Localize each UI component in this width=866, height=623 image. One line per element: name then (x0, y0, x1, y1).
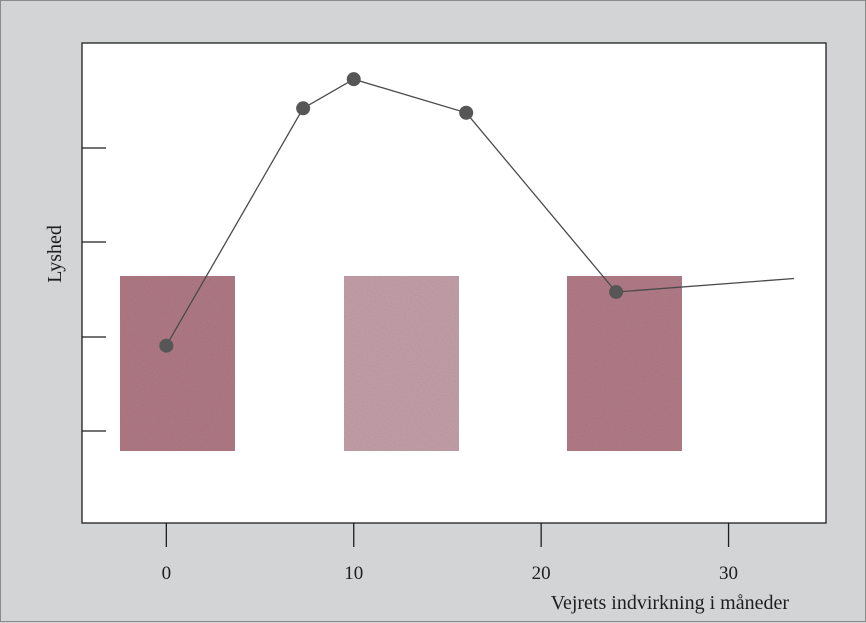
data-point-4 (459, 105, 474, 120)
x-tick-label-10: 10 (344, 563, 363, 584)
sample-swatch-2 (344, 276, 459, 451)
data-point-2 (296, 101, 311, 116)
sample-swatches (120, 276, 682, 451)
sample-swatch-1 (120, 276, 235, 451)
y-axis-ticks (82, 147, 106, 432)
x-tick-label-0: 0 (162, 563, 172, 584)
x-tick-label-20: 20 (532, 563, 551, 584)
data-points (159, 72, 624, 353)
data-point-3 (346, 72, 361, 87)
y-axis-title: Lyshed (44, 225, 66, 283)
x-tick-label-30: 30 (719, 563, 738, 584)
x-axis-title: Vejrets indvirkning i måneder (551, 592, 790, 614)
series-line (165, 78, 795, 347)
data-point-1 (159, 338, 174, 353)
sample-swatch-3 (567, 276, 682, 451)
data-point-5 (609, 284, 624, 299)
x-axis-ticks: 0 10 20 30 (162, 523, 738, 584)
